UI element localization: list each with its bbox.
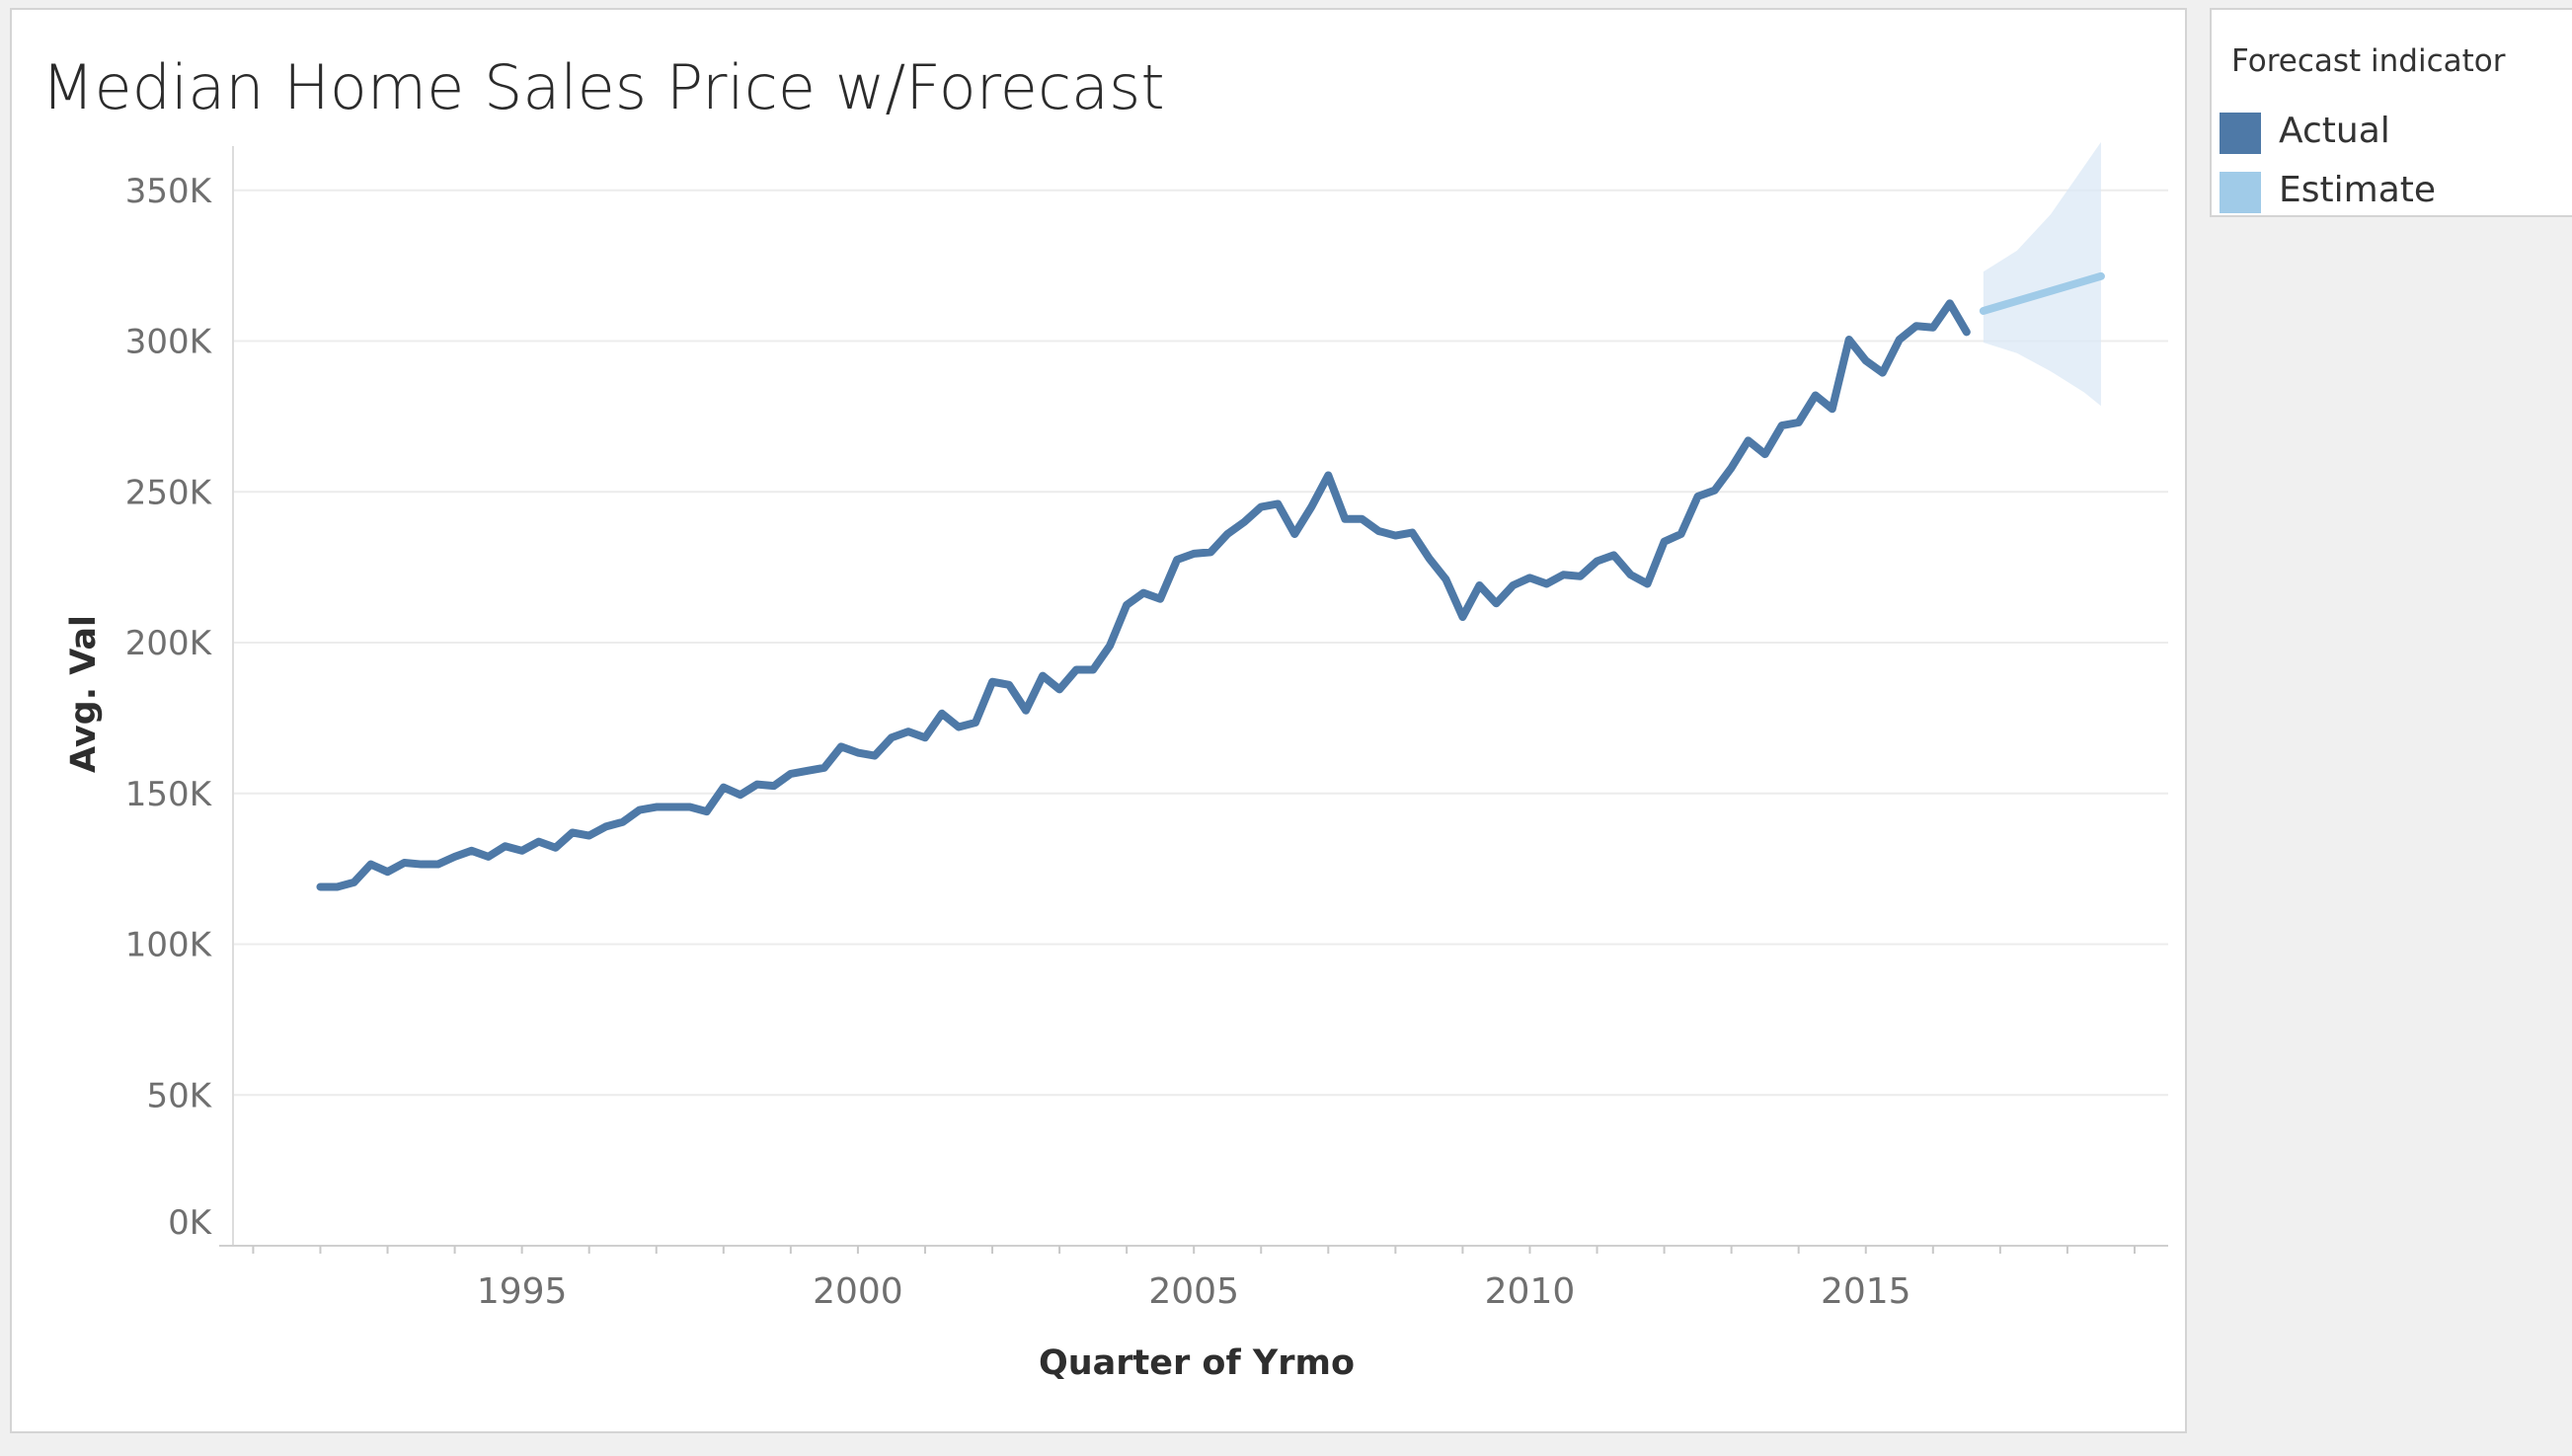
x-tick-label: 2015	[1821, 1271, 1911, 1312]
axis-labels: 0K 50K 100K 150K 200K 250K 300K 350K 1995 2000 200…	[125, 172, 1911, 1312]
y-tick-label: 200K	[125, 624, 213, 663]
x-tick-label: 2005	[1148, 1271, 1239, 1312]
y-tick-label: 0K	[168, 1203, 213, 1243]
estimate-series-line	[1979, 271, 2105, 315]
axes	[219, 146, 2168, 1254]
x-tick-label: 2010	[1485, 1271, 1576, 1312]
y-tick-label: 250K	[125, 473, 213, 512]
legend-item-actual[interactable]: Actual	[2220, 109, 2572, 156]
forecast-band	[1983, 141, 2101, 407]
x-tick-label: 1995	[477, 1271, 568, 1312]
legend-item-estimate[interactable]: Estimate	[2220, 168, 2572, 215]
actual-series-line	[316, 299, 1971, 891]
y-tick-label: 100K	[125, 926, 213, 965]
y-tick-label: 350K	[125, 172, 213, 211]
y-axis-title: Avg. Val	[64, 615, 104, 773]
legend-label-estimate: Estimate	[2279, 170, 2437, 210]
chart-panel: Median Home Sales Price w/Forecast	[10, 8, 2187, 1433]
y-tick-label: 50K	[146, 1076, 212, 1115]
series-lines	[316, 271, 2105, 891]
chart-title: Median Home Sales Price w/Forecast	[41, 51, 1165, 123]
legend-swatch-actual	[2220, 113, 2261, 154]
x-axis-title: Quarter of Yrmo	[1039, 1343, 1355, 1383]
legend-label-actual: Actual	[2279, 111, 2390, 151]
legend-title: Forecast indicator	[2231, 43, 2506, 79]
forecast-confidence-band	[1983, 141, 2101, 407]
gridlines	[233, 189, 2168, 1097]
legend: Forecast indicator Actual Estimate	[2210, 8, 2572, 217]
y-tick-label: 300K	[125, 323, 213, 362]
y-tick-label: 150K	[125, 775, 213, 814]
x-tick-label: 2000	[813, 1271, 903, 1312]
legend-swatch-estimate	[2220, 172, 2261, 213]
